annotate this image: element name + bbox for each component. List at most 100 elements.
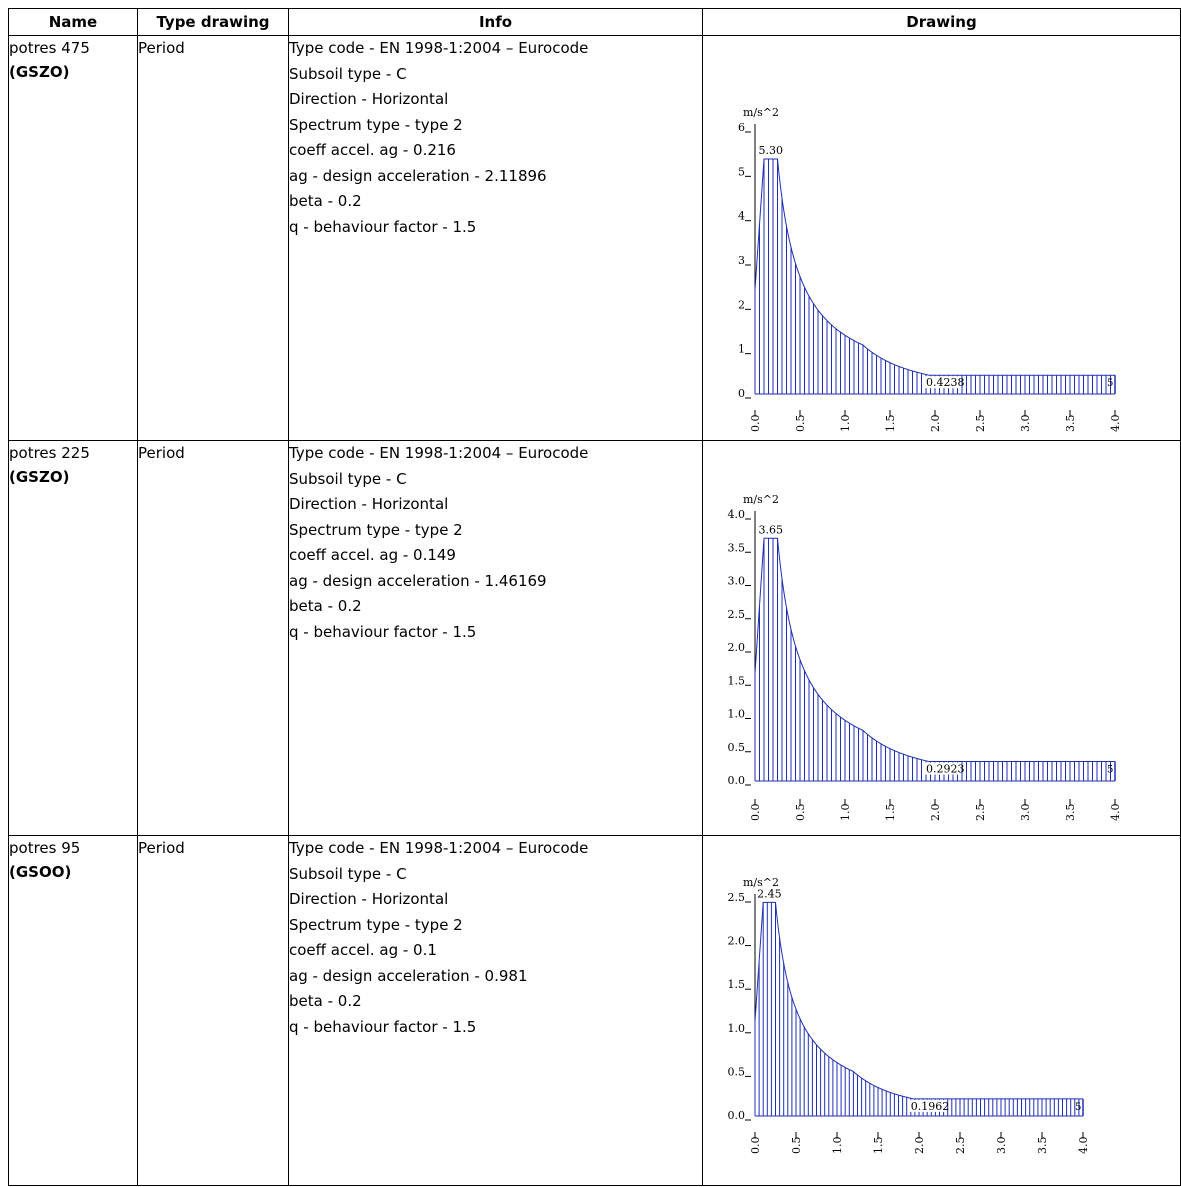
x-tick-label: 0.0 bbox=[749, 415, 762, 433]
y-axis-unit-label: m/s^2 bbox=[743, 106, 779, 119]
x-tick-label: 3.5 bbox=[1064, 415, 1077, 433]
x-tick-label: 1.5 bbox=[872, 1137, 885, 1155]
y-tick-label: 0 bbox=[738, 387, 745, 400]
x-tick-label: 3.0 bbox=[995, 1137, 1008, 1155]
y-tick-label: 5 bbox=[738, 165, 745, 178]
y-tick-label: 1.0 bbox=[728, 1022, 746, 1035]
x-tick-label: 3.5 bbox=[1064, 804, 1077, 822]
info-type-code: Type code - EN 1998-1:2004 – Eurocode bbox=[289, 839, 589, 857]
drawing-cell: m/s^2 0.0 0.5 1.0 1.5 2.0 2.5 3.0 3.5 4.0 0.0 0.5 1.… bbox=[702, 440, 1181, 836]
type-cell: Period bbox=[137, 440, 289, 836]
info-behaviour-factor: q - behaviour factor - 1.5 bbox=[289, 217, 477, 236]
floor-label-bg bbox=[925, 376, 961, 389]
x-tick-label: 0.5 bbox=[794, 415, 807, 433]
peak-value-label: 3.65 bbox=[759, 523, 784, 536]
x-tick-label: 1.0 bbox=[831, 1137, 844, 1155]
x-tick-label: 1.5 bbox=[884, 804, 897, 822]
info-cell: Type code - EN 1998-1:2004 – Eurocode Su… bbox=[288, 835, 703, 1186]
row-code: (GSZO) bbox=[9, 63, 70, 81]
info-behaviour-factor: q - behaviour factor - 1.5 bbox=[289, 1017, 477, 1036]
y-tick-label: 0.0 bbox=[728, 774, 746, 787]
end-value-label: 5 bbox=[1107, 765, 1113, 776]
y-tick-label: 6 bbox=[738, 121, 745, 134]
y-tick-label: 2.0 bbox=[728, 641, 746, 654]
x-tick-label: 3.0 bbox=[1019, 804, 1032, 822]
row-type: Period bbox=[138, 39, 185, 57]
y-tick-label: 2.0 bbox=[728, 935, 746, 948]
peak-value-label: 2.45 bbox=[757, 887, 782, 900]
y-tick-label: 1 bbox=[738, 343, 745, 356]
info-type-code: Type code - EN 1998-1:2004 – Eurocode bbox=[289, 39, 589, 57]
y-tick-label: 4 bbox=[738, 210, 745, 223]
x-tick-label: 2.5 bbox=[954, 1137, 967, 1155]
info-design-acceleration: ag - design acceleration - 1.46169 bbox=[289, 571, 547, 590]
info-direction: Direction - Horizontal bbox=[289, 495, 449, 513]
row-type: Period bbox=[138, 839, 185, 857]
x-tick-label: 3.0 bbox=[1019, 415, 1032, 433]
info-design-acceleration: ag - design acceleration - 0.981 bbox=[289, 966, 528, 985]
info-spectrum-type: Spectrum type - type 2 bbox=[289, 915, 463, 934]
info-direction: Direction - Horizontal bbox=[289, 90, 449, 108]
floor-label-bg bbox=[925, 762, 961, 775]
x-tick-label: 2.5 bbox=[974, 415, 987, 433]
name-cell: potres 225 (GSZO) bbox=[8, 440, 138, 836]
x-tick-label: 1.5 bbox=[884, 415, 897, 433]
header-info: Info bbox=[288, 8, 703, 36]
y-tick-label: 3.0 bbox=[728, 575, 746, 588]
spectrum-chart: m/s^2 0 1 2 3 4 5 6 0.0 0.5 1.0 1.5 2.0 2.5 3.0 3.5 4.0 5… bbox=[738, 106, 1122, 433]
type-cell: Period bbox=[137, 35, 289, 441]
x-tick-label: 4.0 bbox=[1077, 1137, 1090, 1155]
floor-value-label: 0.2923 bbox=[926, 763, 965, 776]
peak-value-label: 5.30 bbox=[759, 144, 784, 157]
y-tick-label: 2 bbox=[738, 298, 745, 311]
info-cell: Type code - EN 1998-1:2004 – Eurocode Su… bbox=[288, 440, 703, 836]
y-tick-label: 0.5 bbox=[728, 741, 746, 754]
row-code: (GSOO) bbox=[9, 863, 72, 881]
info-beta: beta - 0.2 bbox=[289, 192, 362, 210]
spectrum-curve bbox=[754, 158, 1115, 376]
row-name: potres 475 bbox=[9, 39, 90, 57]
end-value-label: 5 bbox=[1107, 378, 1113, 389]
row-name: potres 95 bbox=[9, 839, 81, 857]
y-tick-label: 1.0 bbox=[728, 708, 746, 721]
info-type-code: Type code - EN 1998-1:2004 – Eurocode bbox=[289, 444, 589, 462]
floor-label-bg bbox=[909, 1099, 946, 1112]
spectrum-curve bbox=[754, 537, 1115, 763]
x-tick-label: 1.0 bbox=[839, 415, 852, 433]
x-tick-label: 0.0 bbox=[749, 804, 762, 822]
x-tick-label: 0.5 bbox=[790, 1137, 803, 1155]
table-row: potres 95 (GSOO) Period Type code - EN 1… bbox=[8, 835, 1181, 1186]
y-tick-label: 3 bbox=[738, 254, 745, 267]
header-name: Name bbox=[8, 8, 138, 36]
row-type: Period bbox=[138, 444, 185, 462]
x-tick-label: 2.0 bbox=[913, 1137, 926, 1155]
y-axis-unit-label: m/s^2 bbox=[743, 876, 779, 889]
info-direction: Direction - Horizontal bbox=[289, 890, 449, 908]
y-axis-unit-label: m/s^2 bbox=[743, 493, 779, 506]
x-tick-label: 2.0 bbox=[929, 804, 942, 822]
y-tick-label: 2.5 bbox=[728, 608, 746, 621]
spectra-table: Name Type drawing Info Drawing potres 47… bbox=[8, 8, 1181, 1186]
x-tick-label: 2.5 bbox=[974, 804, 987, 822]
row-code: (GSZO) bbox=[9, 468, 70, 486]
info-spectrum-type: Spectrum type - type 2 bbox=[289, 115, 463, 134]
y-tick-label: 1.5 bbox=[728, 978, 746, 991]
floor-value-label: 0.1962 bbox=[911, 1100, 950, 1113]
x-tick-label: 0.5 bbox=[794, 804, 807, 822]
y-tick-label: 0.0 bbox=[728, 1109, 746, 1122]
drawing-cell: m/s^2 0.0 0.5 1.0 1.5 2.0 2.5 0.0 0.5 1.0 1.5 2.0 2.… bbox=[702, 835, 1181, 1186]
name-cell: potres 95 (GSOO) bbox=[8, 835, 138, 1186]
info-coeff-accel: coeff accel. ag - 0.216 bbox=[289, 141, 456, 159]
x-tick-label: 1.0 bbox=[839, 804, 852, 822]
y-tick-label: 1.5 bbox=[728, 674, 746, 687]
info-beta: beta - 0.2 bbox=[289, 992, 362, 1010]
info-behaviour-factor: q - behaviour factor - 1.5 bbox=[289, 622, 477, 641]
info-coeff-accel: coeff accel. ag - 0.1 bbox=[289, 941, 437, 959]
y-tick-label: 2.5 bbox=[728, 891, 746, 904]
y-tick-label: 4.0 bbox=[728, 508, 746, 521]
info-spectrum-type: Spectrum type - type 2 bbox=[289, 520, 463, 539]
info-coeff-accel: coeff accel. ag - 0.149 bbox=[289, 546, 456, 564]
y-tick-label: 3.5 bbox=[728, 541, 746, 554]
info-subsoil-type: Subsoil type - C bbox=[289, 864, 407, 883]
spectrum-chart: m/s^2 0.0 0.5 1.0 1.5 2.0 2.5 3.0 3.5 4.0 0.0 0.5 1.… bbox=[728, 493, 1123, 822]
